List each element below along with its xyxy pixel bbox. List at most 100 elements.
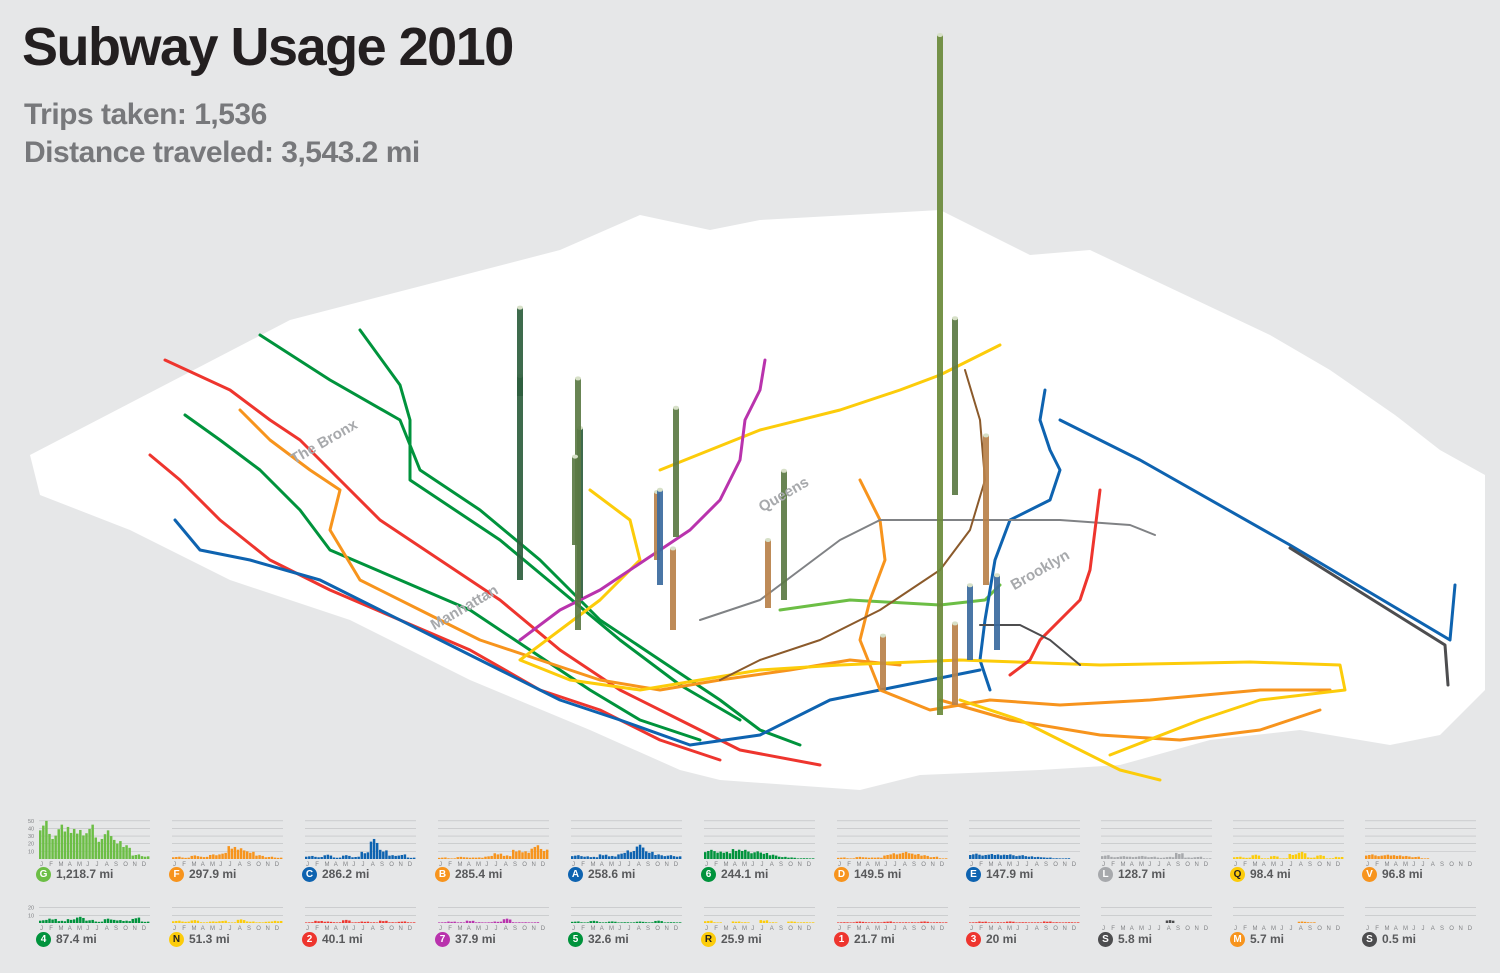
month-bar [239,919,243,923]
month-bar [1208,858,1212,859]
month-bar [196,920,200,923]
line-badge: S [1098,931,1113,947]
line-label: L 128.7 mi [1098,865,1165,883]
month-bar [1116,856,1119,859]
month-bar [747,851,750,859]
month-bar [521,922,524,923]
month-bar [134,918,138,923]
month-tick-label: A [1299,862,1303,868]
month-bar [1294,854,1298,859]
month-bar [852,922,855,923]
month-bar [1159,857,1163,859]
month-bar [1052,922,1055,923]
month-bar [400,921,404,923]
month-tick-label: A [637,862,641,868]
line-distance: 0.5 mi [1382,932,1417,946]
month-bar [849,858,852,859]
month-bar [1426,858,1430,859]
month-bar [941,858,945,859]
month-bar [790,857,793,859]
month-bar [109,836,113,859]
month-tick-label: J [572,926,575,932]
month-bar [843,857,846,859]
y-tick-label: 20 [28,842,34,848]
month-bar [475,922,478,923]
month-bar [508,919,512,923]
month-bar [1141,855,1144,859]
month-bar [252,921,255,923]
month-bar [175,856,178,859]
month-bar [255,855,258,859]
month-bar [103,834,107,859]
month-bar [737,921,741,923]
month-bar [1291,854,1295,859]
month-bar [249,852,252,859]
line-N-path [518,488,1347,757]
month-bar [1046,857,1049,859]
line-A-rockaway-path [1058,418,1457,642]
month-bar [938,922,942,923]
month-bar [1144,856,1147,859]
month-tick-label: J [362,926,365,932]
month-bar [227,922,230,923]
month-tick-label: S [513,926,517,932]
month-bar [750,853,753,859]
month-bar [799,858,803,859]
line-distance: 244.1 mi [721,867,769,881]
month-tick-label: J [705,862,708,868]
month-bar [768,922,772,923]
station-column [572,456,578,545]
month-bar [774,855,778,859]
month-bar [1260,858,1264,859]
month-bar [870,857,874,859]
month-bar [69,919,73,923]
month-bar [345,855,348,859]
month-bar [60,920,64,923]
line-badge: L [1098,866,1113,882]
month-tick-label: M [1271,926,1276,932]
month-bar [747,922,750,923]
month-bar [883,855,886,859]
month-bar [42,825,45,859]
line-distance: 258.6 mi [588,867,636,881]
month-bar [450,921,453,923]
month-tick-label: F [1243,862,1247,868]
month-bar [944,922,948,923]
month-bar [645,851,648,859]
month-bar [181,921,184,923]
month-bar [731,849,735,859]
month-bar [372,838,376,859]
month-bar [122,920,125,923]
month-bar [1374,855,1377,859]
month-tick-label: S [779,862,783,868]
month-bar [1279,858,1282,859]
line-B-path [238,408,902,692]
month-bar [1039,857,1043,859]
month-bar [771,854,775,859]
month-bar [855,921,858,923]
line-label: 3 20 mi [966,930,1017,948]
month-bar [335,857,339,859]
y-tick-label: 30 [28,834,34,840]
month-bar [218,854,221,859]
month-bar [1193,857,1196,859]
station-column [983,435,989,585]
month-bar [1190,857,1193,859]
month-bar [1024,922,1027,923]
month-bar [1254,854,1258,859]
month-bar [858,921,862,923]
line-panel: J F M A M J J A S O N D Q 98.4 mi [1222,813,1352,883]
month-bar [589,857,592,859]
line-label: D 149.5 mi [834,865,901,883]
month-bar [1414,856,1417,859]
month-tick-label: A [600,926,604,932]
station-column-cap [673,405,679,410]
month-tick-label: S [779,926,783,932]
month-bar [898,922,902,923]
month-tick-label: J [894,862,897,868]
month-bar [311,922,314,923]
month-tick-label: J [751,926,754,932]
station-column [673,407,679,537]
